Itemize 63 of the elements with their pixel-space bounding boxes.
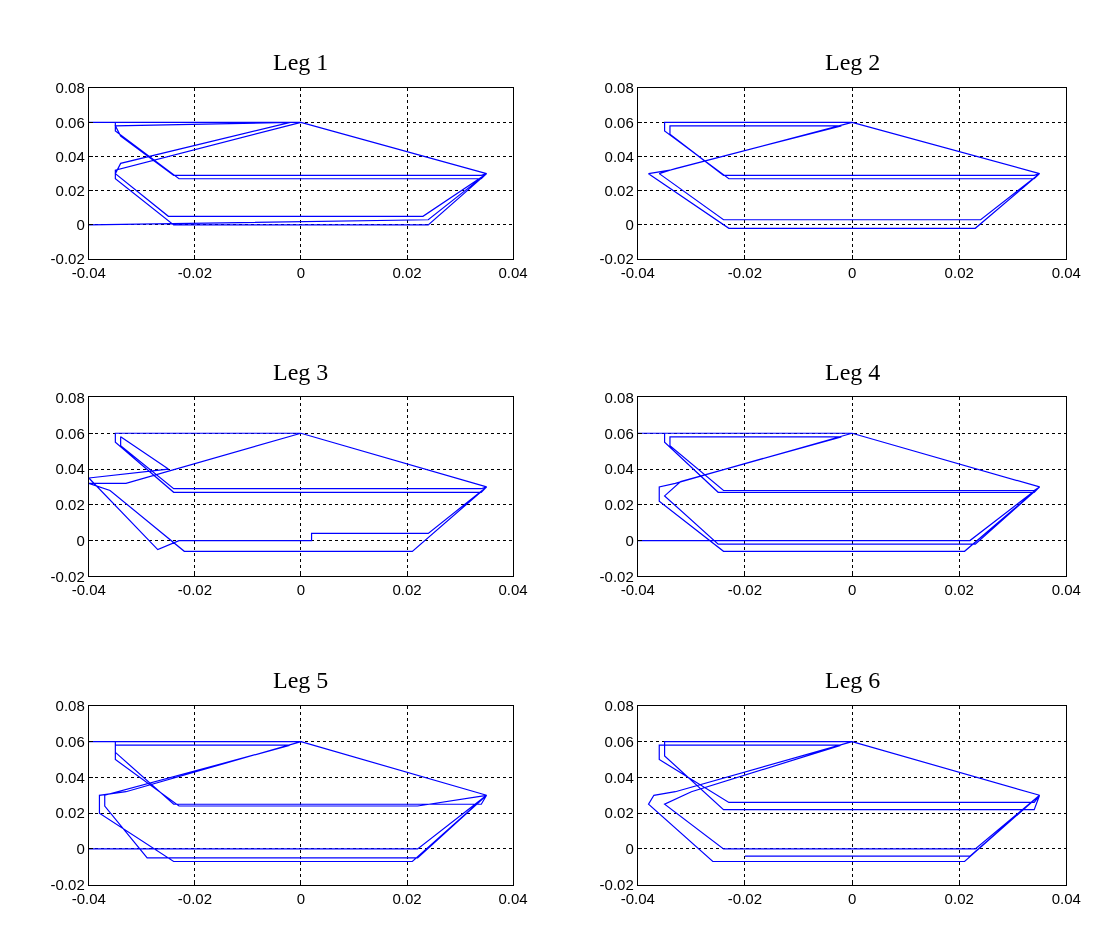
x-tick-label: -0.02 (177, 581, 212, 599)
chart-title: Leg 6 (825, 667, 881, 693)
y-tick-label: 0.02 (604, 181, 634, 199)
x-tick-label: 0.02 (392, 264, 422, 282)
chart-title: Leg 3 (273, 359, 329, 385)
y-tick-label: 0.08 (604, 79, 634, 97)
x-tick-label: 0.02 (392, 889, 422, 907)
x-tick-label: 0.02 (944, 581, 974, 599)
line-series (647, 741, 1041, 863)
x-tick-label: 0.02 (944, 889, 974, 907)
y-tick-label: 0 (625, 840, 634, 858)
x-tick-label: 0.04 (1051, 264, 1081, 282)
y-tick-label: 0.04 (55, 460, 85, 478)
x-tick-label: -0.02 (727, 264, 763, 282)
chart-title: Leg 4 (825, 359, 881, 385)
y-tick-label: 0.02 (604, 804, 634, 822)
y-tick-label: 0.06 (604, 113, 634, 131)
x-tick-label: 0 (296, 264, 306, 282)
x-tick-label: 0 (296, 581, 306, 599)
y-tick-label: 0 (76, 216, 85, 234)
x-tick-label: 0.04 (1051, 581, 1081, 599)
y-tick-label: 0.08 (55, 79, 85, 97)
line-series (647, 121, 1041, 229)
y-tick-label: 0.02 (55, 496, 85, 514)
x-tick-label: 0 (847, 889, 857, 907)
chart-title: Leg 5 (273, 667, 329, 693)
x-tick-label: 0 (847, 264, 857, 282)
x-tick-label: 0.04 (498, 264, 528, 282)
y-tick-label: 0.04 (604, 768, 634, 786)
y-tick-label: 0.08 (604, 697, 634, 715)
y-tick-label: 0 (625, 216, 634, 234)
y-tick-label: 0.06 (604, 732, 634, 750)
x-tick-label: 0 (847, 581, 857, 599)
x-tick-label: -0.02 (727, 581, 763, 599)
y-tick-label: 0.06 (55, 424, 85, 442)
y-tick-label: 0 (625, 531, 634, 549)
chart-title: Leg 2 (825, 49, 881, 75)
x-tick-label: 0.04 (1051, 889, 1081, 907)
x-tick-label: -0.02 (177, 264, 212, 282)
y-tick-label: 0 (76, 531, 85, 549)
y-tick-label: 0.04 (55, 768, 85, 786)
x-tick-label: 0.04 (498, 889, 528, 907)
x-tick-label: -0.02 (727, 889, 763, 907)
chart-title: Leg 1 (273, 49, 329, 75)
y-tick-label: 0.04 (604, 460, 634, 478)
y-tick-label: 0.08 (604, 388, 634, 406)
x-tick-label: 0 (296, 889, 306, 907)
y-tick-label: 0.06 (55, 732, 85, 750)
x-tick-label: 0.04 (498, 581, 528, 599)
y-tick-label: 0.06 (604, 424, 634, 442)
y-tick-label: 0.08 (55, 697, 85, 715)
y-tick-label: 0.02 (55, 181, 85, 199)
y-tick-label: 0.08 (55, 388, 85, 406)
x-tick-label: 0.02 (392, 581, 422, 599)
line-series (88, 432, 488, 552)
y-tick-label: 0.06 (55, 113, 85, 131)
x-tick-label: -0.02 (177, 889, 212, 907)
y-tick-label: 0 (76, 840, 85, 858)
x-tick-label: 0.02 (944, 264, 974, 282)
y-tick-label: 0.04 (604, 147, 634, 165)
y-tick-label: 0.04 (55, 147, 85, 165)
y-tick-label: 0.02 (604, 496, 634, 514)
y-tick-label: 0.02 (55, 804, 85, 822)
